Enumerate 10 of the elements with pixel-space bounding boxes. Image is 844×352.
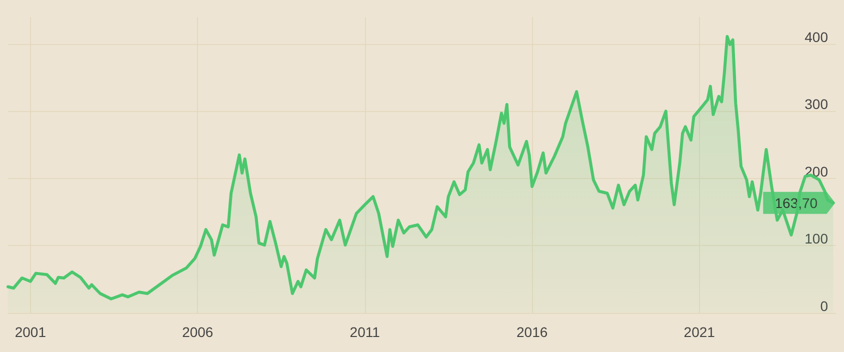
x-tick-label: 2016 xyxy=(516,324,548,340)
x-tick-label: 2011 xyxy=(350,324,380,340)
annotation: 163,70 xyxy=(774,194,818,211)
x-tick-label: 2006 xyxy=(182,324,214,340)
y-tick-label: 300 xyxy=(804,96,828,112)
x-tick-label: 2001 xyxy=(14,324,46,340)
x-tick-label: 2021 xyxy=(684,324,716,340)
y-tick-label: 100 xyxy=(804,230,828,247)
y-tick-label: 0 xyxy=(820,298,828,314)
y-tick-label: 400 xyxy=(804,28,828,45)
